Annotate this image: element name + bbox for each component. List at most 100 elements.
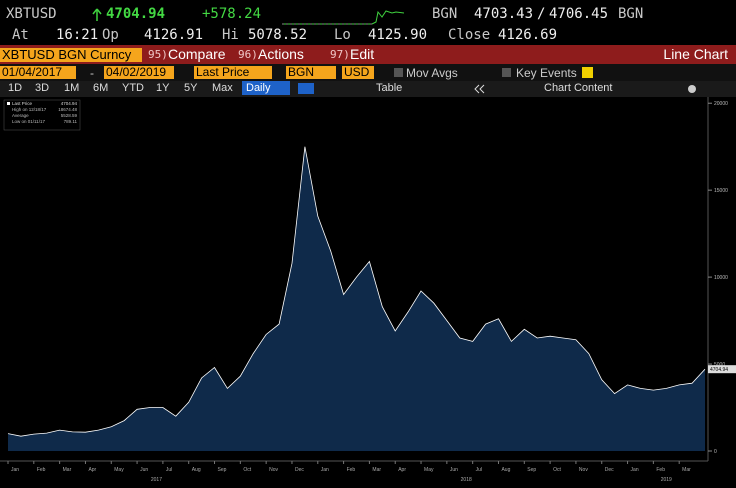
period-button[interactable]: 1Y [156,82,170,94]
x-tick-label: Feb [347,467,356,473]
y-tick-label: 15000 [714,188,728,194]
stat-value: 4125.90 [368,27,428,43]
end-date[interactable]: 04/02/2019 [104,66,174,79]
legend-label: Last Price [12,101,33,106]
y-tick-label: 20000 [714,101,728,107]
chart-content[interactable]: Chart Content [544,82,613,94]
menu-code[interactable]: 95) [148,48,168,61]
x-tick-label: Jul [476,467,482,473]
view-name: Line Chart [663,46,728,62]
legend-value: 18674.48 [58,107,77,112]
x-tick-label: Nov [579,467,588,473]
period-button[interactable]: 6M [93,82,109,94]
chart: 0 5000 10000 15000 20000 Jan Feb Mar Apr May Jun Ju… [0,97,736,483]
x-tick-label: Feb [37,467,46,473]
x-tick-label: Sep [527,467,536,473]
last-price-label: 4704.94 [710,367,728,373]
mov-avgs[interactable]: Mov Avgs [406,66,458,80]
source[interactable]: BGN [286,66,336,79]
legend-label: Low on 01/11/17 [12,119,45,124]
stat-value: 16:21 [56,27,99,43]
toolbar: Daily Table Chart Content 1D 3D 1M 6M YTD 1Y 5… [0,81,736,97]
currency[interactable]: USD [342,66,374,79]
stat-value: 4126.69 [498,27,558,43]
legend-label: Average [12,113,29,118]
menu-item[interactable]: Compare [168,46,226,62]
x-tick-label: Jan [631,467,639,473]
x-tick-label: Dec [605,467,614,473]
x-tick-label: Apr [398,467,406,473]
security[interactable]: XBTUSD BGN Curncy [0,48,142,62]
x-tick-label: May [424,467,434,473]
legend-value: 789.11 [64,119,78,124]
ticker: XBTUSD [6,6,57,22]
stat-value: 5078.52 [248,27,308,43]
x-tick-label: Oct [553,467,561,473]
line-icon[interactable] [298,83,314,94]
stat-label: Op [102,27,119,43]
settings-icon[interactable] [688,85,696,93]
source: BGN [432,6,458,22]
source: BGN [618,6,644,22]
x-tick-label: May [114,467,124,473]
x-tick-label: Mar [372,467,381,473]
table-button[interactable]: Table [376,82,403,94]
x-tick-label: Nov [269,467,278,473]
start-date[interactable]: 01/04/2017 [0,66,76,79]
y-tick-label: 0 [714,449,717,455]
x-tick-label: Apr [88,467,96,473]
menu-bar: XBTUSD BGN Curncy Line Chart 95) Compare 9… [0,45,736,64]
x-tick-label: Jun [140,467,148,473]
y-tick-label: 10000 [714,275,728,281]
frequency[interactable]: Daily [242,81,290,95]
period-button[interactable]: 1D [8,82,23,94]
x-tick-label: Jul [166,467,172,473]
legend-swatch [7,102,10,105]
year-label: 2019 [661,477,672,483]
checkbox[interactable] [394,68,403,77]
last-price-tag [708,365,736,374]
period-button[interactable]: Max [212,82,233,94]
period-button[interactable]: YTD [122,82,144,94]
area [8,146,705,451]
stat-label: Close [448,27,491,43]
controls: 01/04/2017 - 04/02/2019 Last Price BGN U… [0,64,736,81]
ask: 4706.45 [549,6,609,22]
x-tick-label: Sep [218,467,227,473]
up-arrow [92,8,102,21]
menu-item[interactable]: Edit [350,46,375,62]
last-price: 4704.94 [106,6,166,22]
x-tick-label: Oct [243,467,251,473]
legend-value: 4704.94 [61,101,78,106]
period-button[interactable]: 3D [35,82,50,94]
stat-value: 4126.91 [144,27,204,43]
period-button[interactable]: 1M [64,82,80,94]
dash: - [90,66,94,80]
key-events[interactable]: Key Events [516,66,577,80]
change: +578.24 [202,6,262,22]
x-tick-label: Jun [450,467,458,473]
menu-code[interactable]: 96) [238,48,258,61]
field[interactable]: Last Price [194,66,272,79]
x-tick-label: Mar [682,467,691,473]
x-tick-label: Feb [656,467,665,473]
stat-label: Hi [222,27,239,43]
legend-label: High on 12/18/17 [12,107,47,112]
stat-label: Lo [334,27,351,43]
stat-label: At [12,27,29,43]
info-icon[interactable] [582,67,593,78]
x-tick-label: Aug [501,467,510,473]
period-button[interactable]: 5Y [184,82,198,94]
legend-box [3,99,81,131]
legend-value: 5528.59 [61,113,78,118]
sparkline [282,10,405,25]
collapse-icon[interactable] [474,84,486,94]
checkbox[interactable] [502,68,511,77]
menu-item[interactable]: Actions [258,46,304,62]
menu-code[interactable]: 97) [330,48,350,61]
x-tick-label: Jan [321,467,329,473]
x-tick-label: Dec [295,467,304,473]
x-tick-label: Jan [11,467,19,473]
year-label: 2017 [151,477,162,483]
